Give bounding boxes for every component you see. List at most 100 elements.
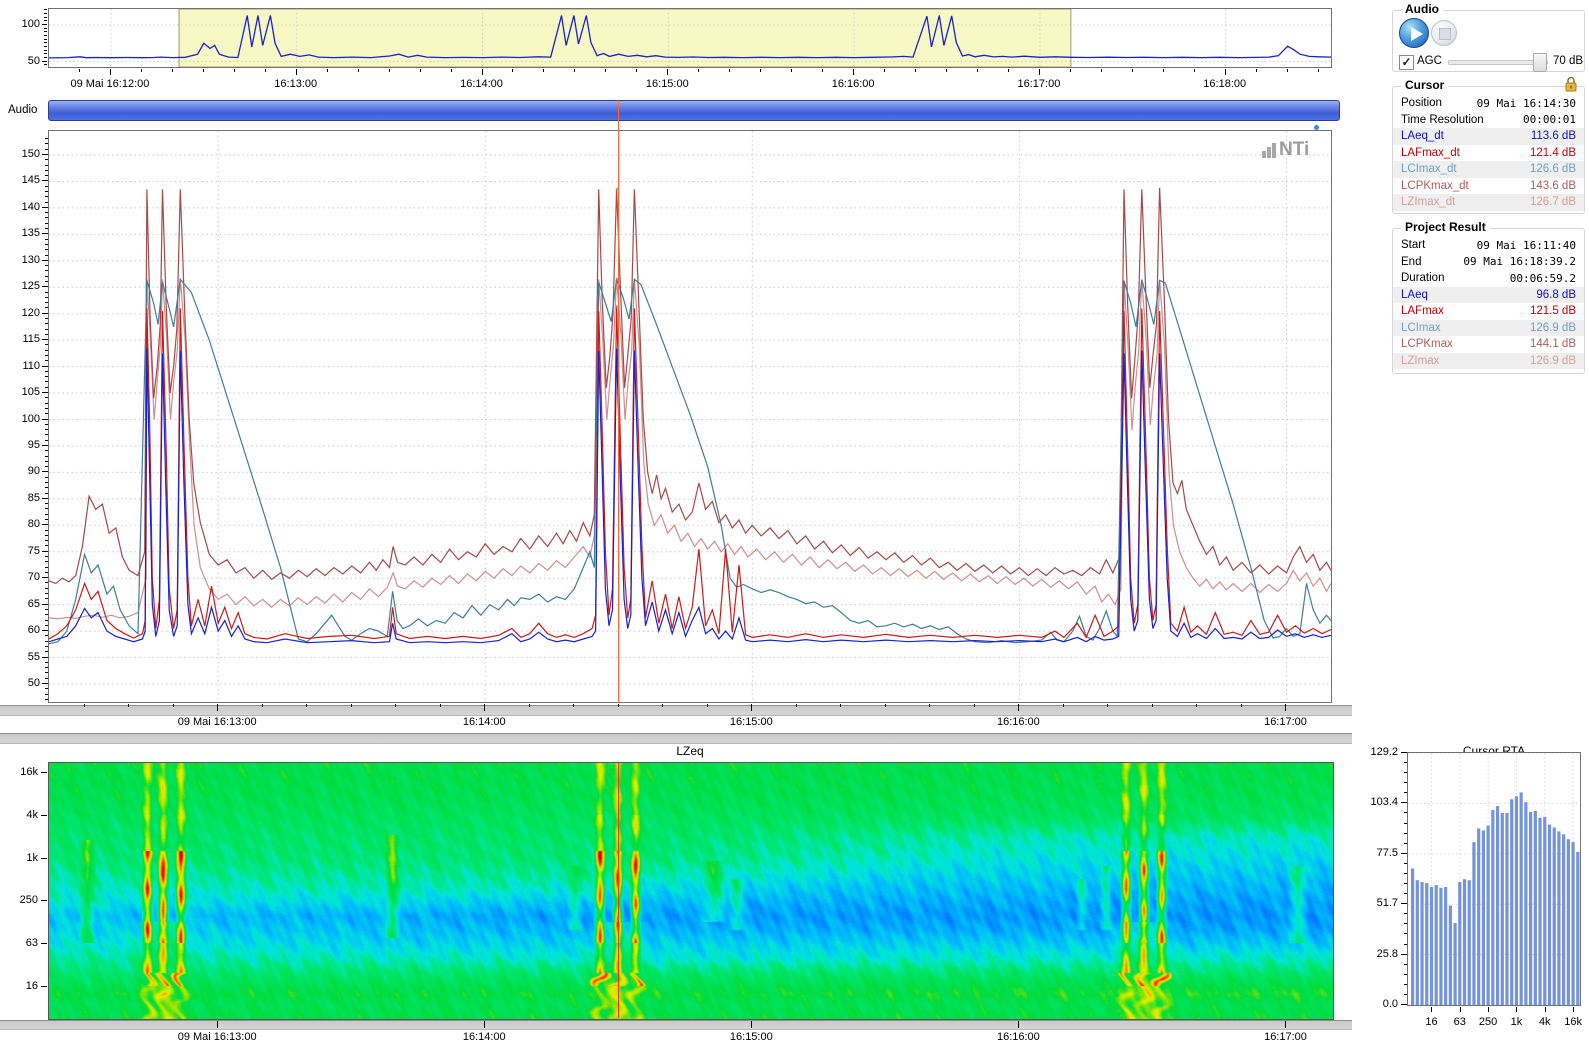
overview-x-minor-tick	[884, 69, 885, 72]
overview-y-minor-tick	[44, 42, 47, 43]
main-y-minor-tick	[45, 440, 48, 441]
spectrogram-x-tick-label: 16:16:00	[997, 1031, 1040, 1043]
panel-value-value: 126.9 dB	[1530, 355, 1576, 367]
rta-bar	[1477, 828, 1480, 1005]
main-y-minor-tick	[45, 318, 48, 319]
main-x-minor-tick	[1063, 704, 1064, 707]
main-y-minor-tick	[45, 371, 48, 372]
main-level-chart[interactable]: ××××	[48, 130, 1332, 703]
overview-x-minor-tick	[389, 69, 390, 72]
overview-x-tick-label: 16:15:00	[646, 78, 689, 90]
panel-value-label: LAeq	[1401, 289, 1428, 301]
stop-button[interactable]	[1431, 20, 1457, 46]
overview-y-minor-tick	[44, 9, 47, 10]
main-y-minor-tick	[45, 286, 48, 287]
overview-x-minor-tick	[1225, 69, 1226, 72]
overview-x-minor-tick	[1194, 69, 1195, 72]
panel-value-value: 126.6 dB	[1530, 163, 1576, 175]
main-y-minor-tick	[45, 461, 48, 462]
main-x-tick-label: 16:14:00	[463, 716, 506, 728]
overview-x-minor-tick	[172, 69, 173, 72]
spectrogram-x-tick-label: 16:14:00	[463, 1031, 506, 1043]
panel-value-label: LAFmax_dt	[1401, 147, 1460, 159]
rta-plot[interactable]	[1407, 752, 1581, 1006]
spectrogram-x-axis: 09 Mai 16:13:0016:14:0016:15:0016:16:001…	[0, 1031, 1352, 1047]
panel-value-label: LAeq_dt	[1401, 130, 1444, 142]
time-cursor-line[interactable]	[618, 100, 619, 703]
rta-y-minor-tick	[1404, 893, 1407, 894]
main-x-minor-tick	[751, 704, 752, 707]
main-y-minor-tick	[45, 567, 48, 568]
rta-y-minor-tick	[1404, 1004, 1407, 1005]
panel-info-value: 00:00:01	[1523, 113, 1576, 126]
overview-x-tick-label: 16:18:00	[1203, 78, 1246, 90]
play-button[interactable]	[1399, 18, 1429, 48]
main-y-minor-tick	[45, 514, 48, 515]
main-y-minor-tick	[45, 323, 48, 324]
overview-y-minor-tick	[44, 35, 47, 36]
overview-x-minor-tick	[791, 69, 792, 72]
main-x-minor-tick	[306, 704, 307, 707]
main-y-minor-tick	[45, 530, 48, 531]
main-x-minor-tick	[929, 704, 930, 707]
main-y-minor-tick	[45, 582, 48, 583]
main-y-minor-tick	[45, 519, 48, 520]
main-y-tick-label: 140	[16, 201, 40, 213]
main-y-minor-tick	[45, 143, 48, 144]
main-y-minor-tick	[45, 212, 48, 213]
rta-bar	[1487, 826, 1490, 1005]
overview-x-tick-label: 16:16:00	[832, 78, 875, 90]
audio-waveform-bar[interactable]	[48, 100, 1340, 121]
overview-plot[interactable]	[48, 8, 1332, 68]
spectrogram-cursor-line[interactable]	[618, 763, 619, 1018]
rta-x-tick-label: 16k	[1564, 1016, 1582, 1028]
main-y-minor-tick	[45, 424, 48, 425]
volume-slider-thumb[interactable]	[1533, 53, 1547, 72]
main-x-minor-tick	[840, 704, 841, 707]
rta-bar	[1430, 887, 1433, 1005]
rta-bar	[1505, 813, 1508, 1005]
main-y-minor-tick	[45, 694, 48, 695]
panel-value-row: LAFmax_dt121.4 dB	[1393, 145, 1584, 162]
panel-value-row: LAeq_dt 113.6 dB	[1393, 128, 1584, 145]
main-y-minor-tick	[45, 381, 48, 382]
spectrogram-y-tick	[41, 900, 47, 901]
main-y-minor-tick	[45, 397, 48, 398]
rta-y-tick-label: 103.4	[1368, 796, 1398, 808]
main-y-minor-tick	[45, 477, 48, 478]
panel-value-value: 121.5 dB	[1530, 305, 1576, 317]
rta-bar	[1425, 883, 1428, 1005]
overview-y-minor-tick	[44, 50, 47, 51]
panel-value-value: 113.6 dB	[1531, 130, 1576, 142]
overview-x-minor-tick	[977, 69, 978, 72]
main-y-tick-label: 60	[16, 624, 40, 636]
spectrogram-y-tick-label: 16k	[10, 766, 38, 778]
main-x-minor-tick	[351, 704, 352, 707]
overview-y-minor-tick	[44, 28, 47, 29]
spectrogram-plot[interactable]	[48, 762, 1334, 1020]
main-x-minor-tick	[84, 704, 85, 707]
spectrogram-x-tick-label: 16:15:00	[730, 1031, 773, 1043]
agc-checkbox[interactable]: ✓	[1399, 55, 1414, 70]
spectrogram-x-tick	[1285, 1021, 1286, 1028]
main-y-minor-tick	[45, 471, 48, 472]
main-y-minor-tick	[45, 466, 48, 467]
panel-info-label: Position	[1401, 97, 1442, 109]
main-y-minor-tick	[45, 313, 48, 314]
rta-x-tick	[1460, 1007, 1461, 1012]
spectrogram-y-tick-label: 1k	[10, 852, 38, 864]
rta-y-minor-tick	[1404, 863, 1407, 864]
main-y-tick-label: 70	[16, 571, 40, 583]
main-y-minor-tick	[45, 138, 48, 139]
rta-x-tick-label: 63	[1454, 1016, 1466, 1028]
main-y-tick-label: 135	[16, 227, 40, 239]
spectrogram-y-tick	[41, 943, 47, 944]
main-y-minor-tick	[45, 487, 48, 488]
main-y-minor-tick	[45, 434, 48, 435]
main-x-minor-tick	[484, 704, 485, 707]
lock-icon[interactable]	[1564, 76, 1578, 92]
overview-x-minor-tick	[358, 69, 359, 72]
overview-x-minor-tick	[234, 69, 235, 72]
overview-x-minor-tick	[915, 69, 916, 72]
rta-y-minor-tick	[1404, 923, 1407, 924]
